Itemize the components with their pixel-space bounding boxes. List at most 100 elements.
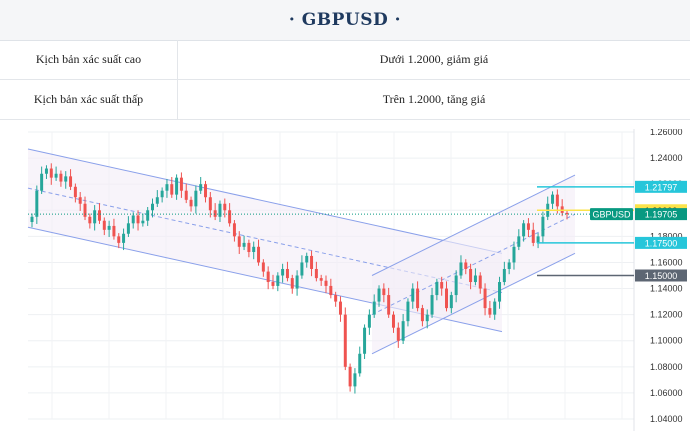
candle[interactable] (156, 197, 159, 204)
candle[interactable] (551, 195, 554, 204)
candle[interactable] (84, 204, 87, 217)
candle[interactable] (286, 269, 289, 278)
candle[interactable] (339, 302, 342, 315)
candle[interactable] (349, 367, 352, 387)
candle[interactable] (378, 289, 381, 302)
candle[interactable] (450, 295, 453, 308)
candle[interactable] (40, 174, 43, 191)
price-chart[interactable]: 1.260001.240001.220001.200001.180001.160… (22, 129, 690, 431)
candle[interactable] (459, 262, 462, 275)
candle[interactable] (112, 226, 115, 236)
candle[interactable] (416, 289, 419, 309)
candle[interactable] (252, 247, 255, 252)
candle[interactable] (194, 191, 197, 207)
candle[interactable] (373, 302, 376, 315)
candle[interactable] (257, 247, 260, 263)
candle[interactable] (45, 169, 48, 174)
candle[interactable] (508, 262, 511, 269)
candle[interactable] (541, 217, 544, 237)
candle[interactable] (132, 215, 135, 223)
candle[interactable] (276, 276, 279, 286)
candle[interactable] (185, 191, 188, 200)
candle[interactable] (431, 295, 434, 315)
candle[interactable] (387, 295, 390, 315)
candle[interactable] (503, 269, 506, 282)
candle[interactable] (262, 262, 265, 271)
candle[interactable] (537, 236, 540, 243)
candle[interactable] (127, 223, 130, 233)
candle[interactable] (271, 282, 274, 286)
candle[interactable] (199, 184, 202, 191)
candle[interactable] (402, 321, 405, 341)
candle[interactable] (35, 191, 38, 217)
candle[interactable] (522, 223, 525, 236)
candle[interactable] (445, 289, 448, 309)
candle[interactable] (325, 281, 328, 286)
candle[interactable] (161, 191, 164, 198)
candle[interactable] (137, 215, 140, 223)
candle[interactable] (175, 178, 178, 195)
candle[interactable] (151, 204, 154, 211)
candle[interactable] (180, 178, 183, 191)
candle[interactable] (527, 223, 530, 230)
candle[interactable] (296, 276, 299, 289)
candle[interactable] (315, 269, 318, 278)
candle[interactable] (247, 243, 250, 252)
candle[interactable] (238, 236, 241, 246)
candle[interactable] (103, 221, 106, 230)
candle[interactable] (165, 184, 168, 191)
candle[interactable] (170, 184, 173, 194)
candle[interactable] (532, 230, 535, 243)
candle[interactable] (498, 282, 501, 302)
candle[interactable] (488, 308, 491, 315)
chart-svg[interactable]: 1.260001.240001.220001.200001.180001.160… (22, 129, 690, 431)
candle[interactable] (353, 373, 356, 386)
candle[interactable] (108, 226, 111, 230)
candle[interactable] (88, 217, 91, 224)
candle[interactable] (50, 169, 53, 178)
candle[interactable] (382, 289, 385, 296)
candle[interactable] (411, 289, 414, 302)
candle[interactable] (426, 315, 429, 322)
candle[interactable] (406, 302, 409, 322)
candle[interactable] (59, 174, 62, 182)
candle[interactable] (55, 174, 58, 178)
candle[interactable] (344, 315, 347, 367)
candle[interactable] (79, 197, 82, 204)
candle[interactable] (397, 328, 400, 341)
candle[interactable] (334, 295, 337, 302)
candle[interactable] (512, 247, 515, 263)
candle[interactable] (190, 200, 193, 207)
candle[interactable] (233, 223, 236, 236)
candle[interactable] (464, 262, 467, 269)
candle[interactable] (281, 269, 284, 276)
candle[interactable] (204, 184, 207, 197)
candle[interactable] (435, 282, 438, 295)
candle[interactable] (214, 210, 217, 217)
candle[interactable] (493, 302, 496, 315)
candle[interactable] (141, 221, 144, 224)
candle[interactable] (329, 286, 332, 295)
candle[interactable] (122, 234, 125, 243)
candle[interactable] (209, 197, 212, 210)
candle[interactable] (479, 276, 482, 289)
candle[interactable] (267, 272, 270, 282)
candle[interactable] (455, 276, 458, 296)
candle[interactable] (64, 176, 67, 181)
candle[interactable] (474, 276, 477, 283)
candle[interactable] (556, 195, 559, 207)
candle[interactable] (223, 204, 226, 211)
candle[interactable] (291, 278, 294, 288)
candle[interactable] (310, 256, 313, 269)
candle[interactable] (305, 256, 308, 263)
candle[interactable] (228, 210, 231, 223)
candle[interactable] (31, 217, 34, 222)
candle[interactable] (218, 204, 221, 217)
candle[interactable] (117, 236, 120, 243)
candle[interactable] (421, 308, 424, 321)
candle[interactable] (74, 187, 77, 197)
candle[interactable] (469, 269, 472, 282)
candle[interactable] (98, 210, 101, 220)
candle[interactable] (363, 328, 366, 354)
candle[interactable] (484, 289, 487, 309)
